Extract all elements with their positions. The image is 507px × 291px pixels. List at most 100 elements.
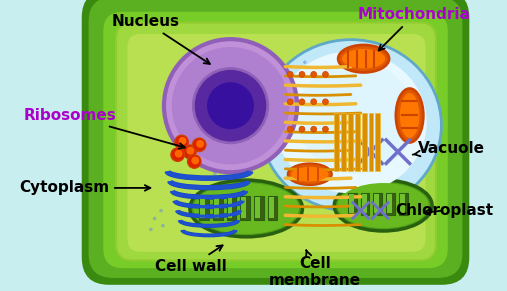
Circle shape — [307, 83, 311, 86]
Ellipse shape — [338, 45, 389, 72]
Ellipse shape — [193, 183, 299, 234]
Circle shape — [172, 47, 289, 164]
Text: Cell wall: Cell wall — [156, 245, 227, 274]
Circle shape — [175, 150, 183, 157]
Text: Chloroplast: Chloroplast — [395, 203, 493, 218]
Bar — [268, 196, 277, 220]
Ellipse shape — [334, 180, 432, 231]
Circle shape — [176, 142, 180, 145]
Ellipse shape — [190, 180, 303, 237]
Circle shape — [299, 126, 305, 132]
Circle shape — [311, 99, 317, 105]
Bar — [375, 113, 380, 171]
Text: Ribosomes: Ribosomes — [24, 108, 185, 149]
Text: Nucleus: Nucleus — [112, 14, 210, 64]
Circle shape — [175, 135, 189, 149]
Circle shape — [213, 172, 217, 175]
Bar — [399, 193, 408, 215]
FancyBboxPatch shape — [116, 22, 436, 260]
Circle shape — [341, 160, 344, 164]
Circle shape — [186, 80, 189, 84]
Circle shape — [299, 72, 305, 77]
Circle shape — [303, 61, 307, 64]
FancyBboxPatch shape — [89, 0, 462, 278]
Circle shape — [368, 91, 371, 94]
Circle shape — [178, 137, 187, 145]
Bar — [361, 113, 367, 171]
Circle shape — [311, 126, 317, 132]
Circle shape — [322, 126, 329, 132]
Circle shape — [322, 99, 329, 105]
Circle shape — [193, 68, 268, 143]
Bar — [255, 197, 260, 218]
Ellipse shape — [291, 167, 329, 182]
Bar — [348, 113, 353, 171]
Bar — [387, 194, 392, 213]
Circle shape — [191, 157, 199, 164]
Circle shape — [222, 118, 226, 122]
Bar — [334, 113, 339, 171]
Text: Mitochondria: Mitochondria — [358, 7, 471, 50]
Circle shape — [311, 72, 317, 77]
Bar — [200, 197, 205, 218]
Bar — [400, 194, 405, 213]
Bar — [240, 196, 250, 220]
Circle shape — [328, 132, 331, 135]
Circle shape — [287, 99, 293, 105]
Text: Vacuole: Vacuole — [413, 141, 485, 156]
FancyBboxPatch shape — [103, 12, 448, 268]
Circle shape — [244, 224, 248, 228]
Circle shape — [192, 138, 206, 152]
Bar — [361, 194, 367, 213]
Bar — [348, 193, 357, 215]
Circle shape — [193, 85, 196, 89]
FancyBboxPatch shape — [82, 0, 469, 285]
Circle shape — [299, 99, 305, 105]
Bar — [227, 196, 236, 220]
Ellipse shape — [297, 61, 415, 174]
Bar — [386, 193, 395, 215]
Circle shape — [183, 145, 196, 159]
Circle shape — [159, 209, 163, 212]
Bar — [349, 194, 354, 213]
Bar — [228, 197, 233, 218]
Bar — [241, 197, 246, 218]
Bar — [374, 194, 379, 213]
Circle shape — [260, 105, 263, 108]
Circle shape — [188, 155, 201, 168]
Circle shape — [197, 145, 201, 149]
Bar — [213, 196, 223, 220]
Circle shape — [305, 180, 309, 184]
Circle shape — [226, 70, 229, 73]
Circle shape — [266, 194, 270, 198]
Circle shape — [187, 147, 194, 155]
Circle shape — [226, 147, 229, 151]
Circle shape — [287, 72, 293, 77]
Circle shape — [164, 39, 297, 172]
Ellipse shape — [400, 93, 419, 138]
Text: Cytoplasm: Cytoplasm — [19, 180, 151, 196]
Ellipse shape — [396, 88, 423, 142]
Ellipse shape — [342, 49, 385, 68]
Circle shape — [149, 228, 153, 231]
Bar — [214, 197, 219, 218]
Circle shape — [404, 198, 407, 202]
Bar — [355, 113, 359, 171]
Circle shape — [308, 77, 312, 81]
Bar — [369, 113, 373, 171]
Ellipse shape — [275, 52, 427, 193]
Circle shape — [161, 224, 165, 227]
Ellipse shape — [261, 40, 442, 211]
Bar — [373, 193, 382, 215]
Bar — [360, 193, 370, 215]
Circle shape — [291, 86, 294, 89]
Ellipse shape — [338, 183, 429, 228]
Circle shape — [207, 82, 254, 129]
FancyBboxPatch shape — [127, 33, 426, 253]
Ellipse shape — [288, 164, 332, 185]
Bar — [199, 196, 209, 220]
Circle shape — [228, 146, 231, 150]
Bar — [254, 196, 264, 220]
Circle shape — [287, 126, 293, 132]
Circle shape — [196, 140, 204, 148]
